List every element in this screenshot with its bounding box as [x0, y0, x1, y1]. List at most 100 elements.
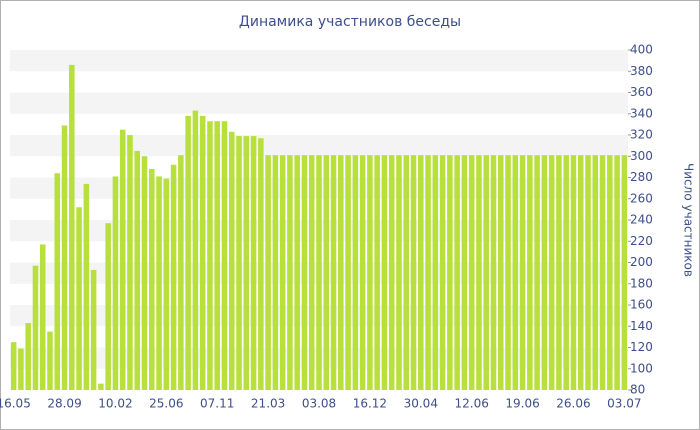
- bar: [599, 155, 606, 390]
- bar: [76, 207, 82, 390]
- bar: [461, 155, 468, 390]
- bar: [127, 135, 133, 390]
- bar: [199, 115, 206, 390]
- bar: [425, 155, 431, 390]
- y-tick-label: 120: [630, 340, 653, 354]
- bar: [316, 155, 322, 390]
- bar: [265, 155, 271, 390]
- bar: [519, 155, 526, 390]
- y-tick-label: 240: [630, 213, 653, 227]
- bar: [301, 155, 308, 390]
- bar: [258, 138, 264, 390]
- bar: [185, 115, 191, 390]
- bar: [527, 155, 533, 390]
- y-tick-label: 320: [630, 128, 653, 142]
- bar: [345, 155, 351, 390]
- bar: [563, 155, 569, 390]
- x-tick-label: 30.04: [404, 397, 438, 411]
- bar: [25, 323, 31, 390]
- bar: [498, 155, 504, 390]
- bar: [119, 129, 126, 390]
- y-tick-label: 380: [630, 64, 653, 78]
- bar: [338, 155, 344, 390]
- bar: [156, 176, 162, 390]
- bar: [54, 173, 61, 390]
- grid-band: [10, 50, 628, 72]
- y-tick-label: 140: [630, 319, 653, 333]
- bar: [47, 331, 53, 390]
- grid-band: [10, 135, 628, 157]
- bar: [308, 155, 315, 390]
- bar: [98, 383, 104, 390]
- bar: [90, 269, 97, 390]
- x-tick-label: 03.08: [302, 397, 336, 411]
- bar: [476, 155, 482, 390]
- bar: [323, 155, 330, 390]
- bar: [396, 155, 402, 390]
- bar: [272, 155, 279, 390]
- bar: [439, 155, 446, 390]
- bar: [468, 155, 475, 390]
- y-axis-label: Число участников: [682, 163, 696, 277]
- x-tick-label: 28.09: [47, 397, 81, 411]
- bar: [418, 155, 424, 390]
- bar: [178, 155, 184, 390]
- bar: [32, 265, 39, 390]
- bar: [410, 155, 417, 390]
- bar: [163, 178, 170, 390]
- y-tick-label: 160: [630, 298, 653, 312]
- y-tick-label: 360: [630, 85, 653, 99]
- bar: [585, 155, 591, 390]
- bar: [228, 131, 235, 390]
- x-tick-label: 10.02: [98, 397, 132, 411]
- bar: [403, 155, 410, 390]
- y-tick-label: 200: [630, 255, 653, 269]
- bar: [69, 64, 75, 390]
- bar: [534, 155, 540, 390]
- x-tick-label: 07.11: [200, 397, 234, 411]
- bar: [359, 155, 366, 390]
- bar: [367, 155, 373, 390]
- bar: [279, 155, 286, 390]
- bar: [541, 155, 548, 390]
- bar: [61, 125, 68, 390]
- bar: [112, 176, 119, 390]
- bar: [490, 155, 497, 390]
- bar: [374, 155, 380, 390]
- bar: [10, 342, 17, 390]
- bar: [18, 348, 24, 390]
- y-tick-label: 300: [630, 149, 653, 163]
- bar: [505, 155, 511, 390]
- bar: [512, 155, 519, 390]
- bar: [294, 155, 300, 390]
- x-tick-label: 16.05: [0, 397, 31, 411]
- bar: [577, 155, 584, 390]
- bar: [221, 121, 228, 390]
- bar: [149, 169, 155, 390]
- chart-title: Динамика участников беседы: [239, 14, 461, 30]
- bar: [447, 155, 453, 390]
- bar: [250, 136, 257, 390]
- grid-band: [10, 92, 628, 114]
- y-tick-label: 400: [630, 43, 653, 57]
- bar: [236, 136, 242, 390]
- bar: [330, 155, 337, 390]
- y-tick-label: 280: [630, 170, 653, 184]
- y-tick-label: 80: [630, 383, 645, 397]
- y-tick-label: 220: [630, 234, 653, 248]
- x-tick-label: 26.06: [556, 397, 590, 411]
- bar: [287, 155, 293, 390]
- bar: [141, 156, 148, 390]
- bar: [83, 183, 90, 390]
- bar: [214, 121, 220, 390]
- x-tick-label: 12.06: [455, 397, 489, 411]
- bar: [621, 155, 628, 390]
- bar: [39, 244, 46, 390]
- bar: [388, 155, 395, 390]
- bar: [381, 155, 388, 390]
- bar: [134, 150, 140, 390]
- y-tick-label: 260: [630, 191, 653, 205]
- bar: [432, 155, 439, 390]
- bar: [243, 136, 250, 390]
